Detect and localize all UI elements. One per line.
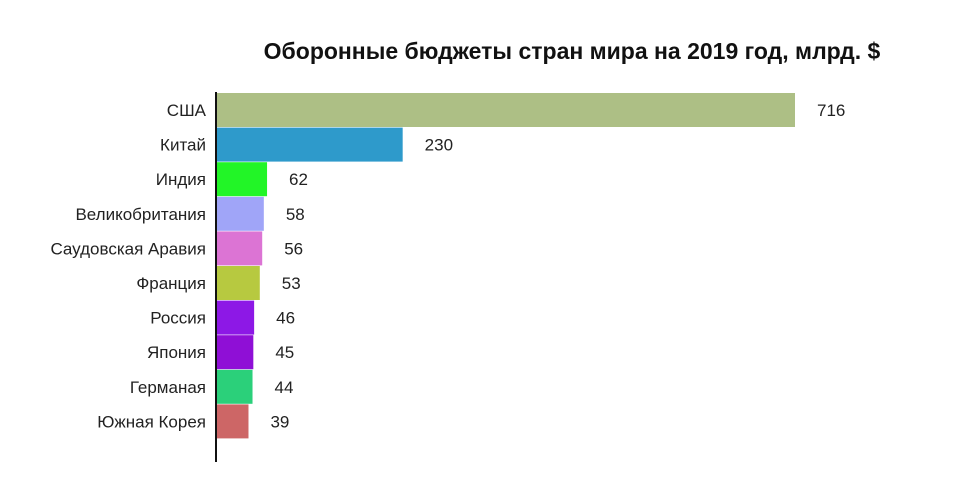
- value-label: 58: [286, 205, 305, 224]
- value-label: 53: [282, 274, 301, 293]
- value-label: 716: [817, 101, 845, 120]
- category-label: Япония: [147, 343, 206, 362]
- bar: [217, 196, 264, 231]
- value-label: 44: [275, 378, 294, 397]
- category-label: США: [167, 101, 207, 120]
- bar: [217, 335, 254, 370]
- bar: [217, 231, 263, 266]
- bar: [217, 266, 260, 300]
- chart-title: Оборонные бюджеты стран мира на 2019 год…: [264, 38, 881, 64]
- category-label: Франция: [136, 274, 206, 293]
- bar: [217, 369, 253, 404]
- bar: [217, 127, 403, 162]
- category-label: Германая: [130, 378, 206, 397]
- value-label: 45: [275, 343, 294, 362]
- category-label: Великобритания: [75, 205, 206, 224]
- value-label: 46: [276, 309, 295, 328]
- value-label: 39: [270, 412, 289, 431]
- value-label: 56: [284, 239, 303, 258]
- value-label: 230: [425, 136, 453, 155]
- value-label: 62: [289, 170, 308, 189]
- bar: [217, 93, 795, 127]
- bars-layer: США 716 Китай 230 Индия 62 Великобритания 58 Сау…: [50, 93, 845, 439]
- bar: [217, 162, 268, 197]
- category-label: Южная Корея: [97, 412, 206, 431]
- category-label: Китай: [160, 136, 206, 155]
- category-label: Индия: [156, 170, 206, 189]
- category-label: Саудовская Аравия: [50, 239, 206, 258]
- bar: [217, 300, 255, 335]
- category-label: Россия: [150, 309, 206, 328]
- bar: [217, 404, 249, 439]
